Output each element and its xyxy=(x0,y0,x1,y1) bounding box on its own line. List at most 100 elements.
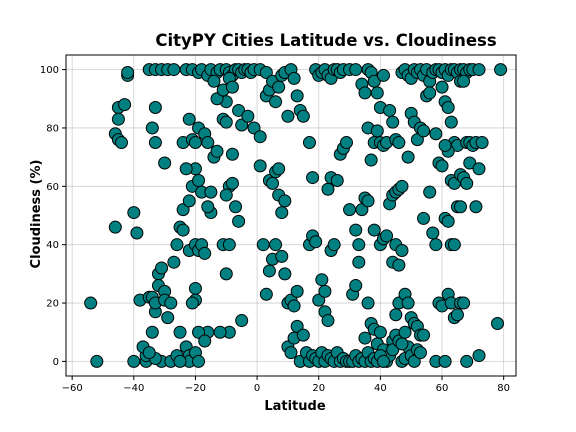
scatter-point xyxy=(164,296,178,310)
scatter-point xyxy=(173,354,187,368)
scatter-point xyxy=(90,354,104,368)
scatter-point xyxy=(235,314,249,328)
scatter-point xyxy=(386,115,400,129)
scatter-point xyxy=(272,162,286,176)
scatter-point xyxy=(272,80,286,94)
scatter-point xyxy=(108,220,122,234)
scatter-point xyxy=(454,200,468,214)
scatter-point xyxy=(235,118,249,132)
scatter-point xyxy=(284,346,298,360)
scatter-point xyxy=(312,293,326,307)
scatter-point xyxy=(457,74,471,88)
scatter-point xyxy=(253,159,267,173)
scatter-point xyxy=(460,176,474,190)
scatter-point xyxy=(376,68,390,82)
data-points xyxy=(84,63,508,368)
scatter-point xyxy=(192,325,206,339)
scatter-point xyxy=(352,238,366,252)
x-tick-label: 60 xyxy=(436,383,449,394)
scatter-point xyxy=(262,264,276,278)
scatter-point xyxy=(167,63,181,77)
scatter-point xyxy=(118,98,132,112)
y-ticks: 0 20 40 60 80 100 xyxy=(40,65,66,368)
x-axis-label: Latitude xyxy=(264,399,326,414)
scatter-point xyxy=(302,136,316,150)
scatter-point xyxy=(148,136,162,150)
scatter-point xyxy=(386,343,400,357)
scatter-point xyxy=(229,200,243,214)
scatter-point xyxy=(327,238,341,252)
scatter-point xyxy=(176,223,190,237)
scatter-point xyxy=(170,238,184,252)
scatter-point xyxy=(376,354,390,368)
scatter-point xyxy=(426,226,440,240)
scatter-point xyxy=(429,238,443,252)
scatter-point xyxy=(114,136,128,150)
scatter-point xyxy=(269,238,283,252)
scatter-point xyxy=(259,66,273,80)
y-axis-label: Cloudiness (%) xyxy=(29,160,44,269)
scatter-point xyxy=(142,346,156,360)
scatter-point xyxy=(457,296,471,310)
scatter-point xyxy=(450,308,464,322)
scatter-point xyxy=(241,109,255,123)
scatter-point xyxy=(192,354,206,368)
scatter-point xyxy=(321,314,335,328)
scatter-point xyxy=(207,74,221,88)
scatter-point xyxy=(318,284,332,298)
chart-title: CityPY Cities Latitude vs. Cloudiness xyxy=(155,31,496,50)
scatter-point xyxy=(84,296,98,310)
scatter-point xyxy=(204,185,218,199)
scatter-point xyxy=(232,214,246,228)
scatter-point xyxy=(185,296,199,310)
scatter-point xyxy=(423,86,437,100)
scatter-point xyxy=(155,261,169,275)
scatter-point xyxy=(349,63,363,77)
scatter-point xyxy=(130,226,144,240)
plot-frame xyxy=(65,54,517,377)
scatter-point xyxy=(463,156,477,170)
scatter-point xyxy=(266,176,280,190)
scatter-point xyxy=(364,153,378,167)
scatter-point xyxy=(352,255,366,269)
scatter-point xyxy=(173,325,187,339)
scatter-point xyxy=(401,296,415,310)
scatter-point xyxy=(321,182,335,196)
scatter-point xyxy=(296,109,310,123)
scatter-point xyxy=(361,296,375,310)
scatter-point xyxy=(358,86,372,100)
scatter-point xyxy=(296,328,310,342)
scatter-point xyxy=(392,136,406,150)
scatter-point xyxy=(210,92,224,106)
x-tick-label: −20 xyxy=(185,383,206,394)
scatter-point xyxy=(179,162,193,176)
scatter-point xyxy=(219,188,233,202)
x-ticks: −60 −40 −20 0 20 40 60 80 xyxy=(62,376,510,394)
scatter-point xyxy=(395,179,409,193)
scatter-point xyxy=(259,287,273,301)
y-tick-label: 0 xyxy=(53,357,59,368)
scatter-point xyxy=(278,267,292,281)
scatter-point xyxy=(370,124,384,138)
x-tick-label: −40 xyxy=(123,383,144,394)
scatter-point xyxy=(309,235,323,249)
scatter-point xyxy=(290,284,304,298)
scatter-point xyxy=(438,138,452,152)
scatter-point xyxy=(444,115,458,129)
scatter-point xyxy=(275,249,289,263)
scatter-point xyxy=(287,71,301,85)
scatter-point xyxy=(161,311,175,325)
scatter-point xyxy=(472,63,486,77)
scatter-point xyxy=(417,124,431,138)
scatter-point xyxy=(247,121,261,135)
scatter-point xyxy=(145,325,159,339)
scatter-point xyxy=(213,325,227,339)
scatter-point xyxy=(361,194,375,208)
scatter-point xyxy=(343,203,357,217)
scatter-point xyxy=(225,176,239,190)
scatter-point xyxy=(417,328,431,342)
scatter-point xyxy=(219,115,233,129)
scatter-point xyxy=(401,150,415,164)
scatter-point xyxy=(232,103,246,117)
